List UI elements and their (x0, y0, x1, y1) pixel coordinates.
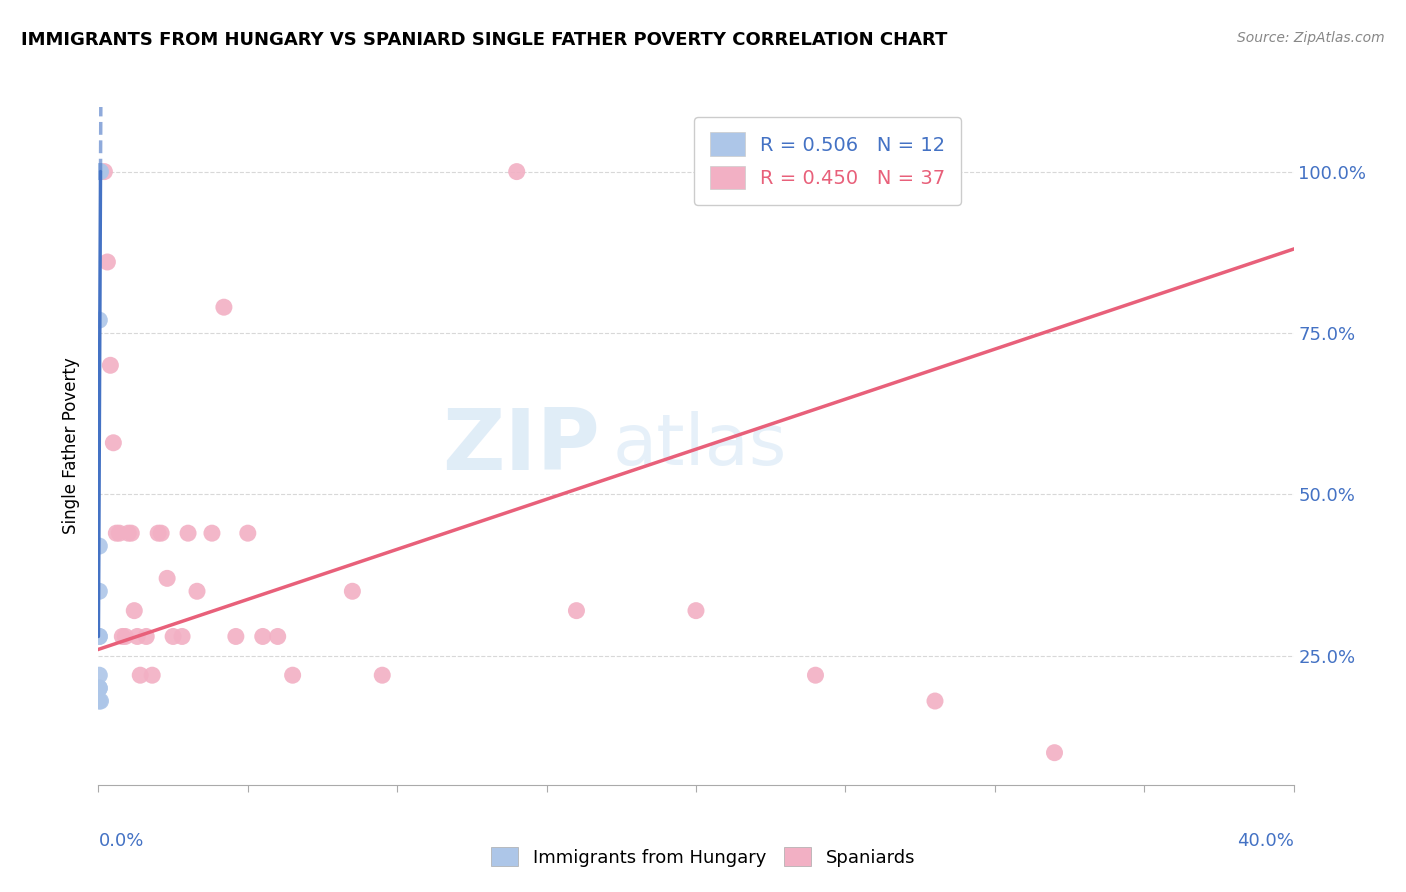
Text: IMMIGRANTS FROM HUNGARY VS SPANIARD SINGLE FATHER POVERTY CORRELATION CHART: IMMIGRANTS FROM HUNGARY VS SPANIARD SING… (21, 31, 948, 49)
Point (89, 630, 111, 644)
Point (135, 630, 157, 644)
Point (506, 164, 529, 178)
Point (111, 630, 134, 644)
Point (89, 584, 111, 599)
Point (156, 571, 179, 585)
Point (89, 681, 111, 695)
Point (186, 584, 208, 599)
Point (252, 630, 274, 644)
Point (114, 630, 136, 644)
Point (120, 526, 142, 541)
Legend: R = 0.506   N = 12, R = 0.450   N = 37: R = 0.506 N = 12, R = 0.450 N = 37 (695, 117, 962, 205)
Point (281, 668, 304, 682)
Legend: Immigrants from Hungary, Spaniards: Immigrants from Hungary, Spaniards (484, 840, 922, 874)
Point (201, 526, 224, 541)
Text: ZIP: ZIP (443, 404, 600, 488)
Point (148, 526, 170, 541)
Point (96, 255, 118, 269)
Point (177, 526, 200, 541)
Point (89, 630, 111, 644)
Point (89, 694, 111, 708)
Point (89, 681, 111, 695)
Point (225, 630, 247, 644)
Point (93, 164, 115, 178)
Point (172, 630, 194, 644)
Point (98, 359, 122, 373)
Point (804, 668, 827, 682)
Point (89, 164, 111, 178)
Text: atlas: atlas (613, 411, 787, 481)
Y-axis label: Single Father Poverty: Single Father Poverty (62, 358, 80, 534)
Point (236, 526, 259, 541)
Point (141, 668, 163, 682)
Point (342, 584, 364, 599)
Point (1043, 746, 1066, 760)
Point (89, 539, 111, 553)
Point (89, 694, 111, 708)
Point (162, 630, 184, 644)
Point (117, 526, 139, 541)
Text: 0.0%: 0.0% (98, 832, 143, 850)
Point (105, 526, 128, 541)
Point (371, 668, 394, 682)
Point (685, 604, 707, 618)
Point (103, 435, 125, 450)
Point (267, 630, 290, 644)
Point (89, 313, 111, 327)
Point (129, 668, 152, 682)
Point (212, 300, 235, 314)
Point (565, 604, 588, 618)
Point (108, 526, 131, 541)
Point (89, 164, 111, 178)
Point (924, 694, 946, 708)
Point (150, 526, 173, 541)
Point (124, 604, 146, 618)
Text: Source: ZipAtlas.com: Source: ZipAtlas.com (1237, 31, 1385, 45)
Text: 40.0%: 40.0% (1237, 832, 1294, 850)
Point (127, 630, 149, 644)
Point (89, 668, 111, 682)
